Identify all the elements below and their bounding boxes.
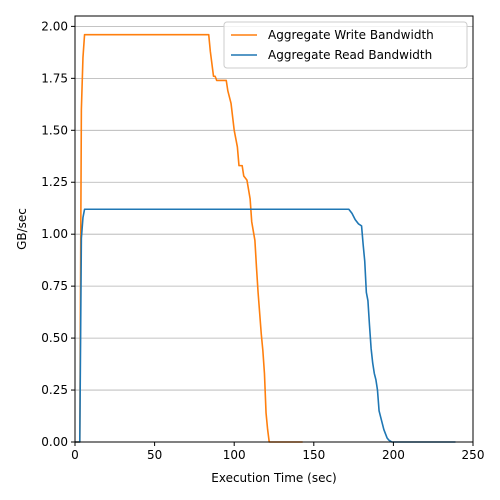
series-line-0 [75, 33, 303, 443]
x-tick-label-3: 150 [302, 448, 325, 462]
legend-read-label: Aggregate Read Bandwidth [268, 48, 432, 62]
y-tick-label-5: 1.25 [41, 175, 68, 189]
y-tick-label-3: 0.75 [41, 279, 68, 293]
series-line-1 [75, 208, 456, 443]
y-tick-label-0: 0.00 [41, 435, 68, 449]
y-tick-label-1: 0.25 [41, 383, 68, 397]
y-tick-label-4: 1.00 [41, 227, 68, 241]
series-lines [75, 33, 456, 443]
legend: Aggregate Write Bandwidth Aggregate Read… [223, 21, 468, 69]
plot-frame [74, 15, 474, 443]
x-tick-label-0: 0 [71, 448, 79, 462]
y-tick-label-8: 2.00 [41, 19, 68, 33]
y-axis-ticks: 0.00 0.25 0.50 0.75 1.00 1.25 1.50 1.75 2.00 [41, 19, 75, 449]
x-tick-label-1: 50 [147, 448, 162, 462]
x-tick-label-2: 100 [223, 448, 246, 462]
x-tick-label-4: 200 [382, 448, 405, 462]
x-axis-ticks: 0 50 100 150 200 250 [71, 442, 484, 462]
grid-lines [75, 25, 473, 443]
legend-write-label: Aggregate Write Bandwidth [268, 28, 434, 42]
x-tick-label-5: 250 [462, 448, 485, 462]
y-axis-label: GB/sec [15, 208, 29, 250]
legend-box [223, 21, 468, 69]
y-tick-label-7: 1.75 [41, 71, 68, 85]
y-tick-label-2: 0.50 [41, 331, 68, 345]
x-axis-label: Execution Time (sec) [211, 471, 336, 485]
y-tick-label-6: 1.50 [41, 123, 68, 137]
